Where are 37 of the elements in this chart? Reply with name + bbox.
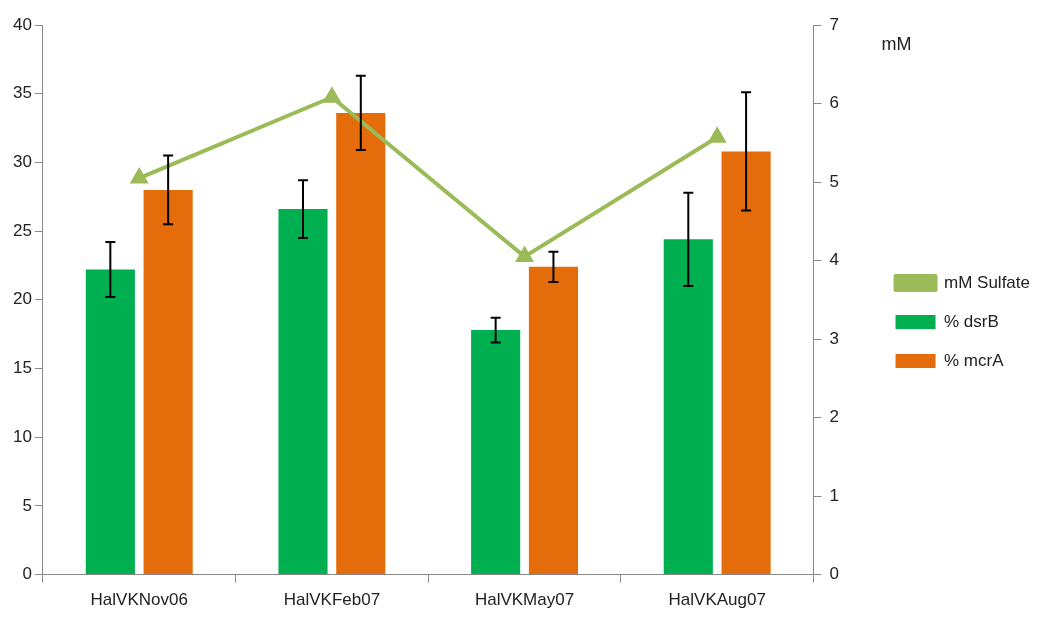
x-tick-label: HalVKFeb07: [283, 590, 381, 610]
y2-tick-label: 2: [829, 407, 839, 427]
y2-tick-label: 1: [829, 485, 839, 505]
bar: [471, 330, 521, 575]
point: [709, 128, 726, 143]
legend-label: mM Sulfate: [944, 272, 1031, 292]
y-tick-label: 10: [12, 426, 32, 446]
point: [323, 88, 340, 103]
y2-tick-label: 3: [829, 328, 839, 348]
y2-tick-label: 6: [829, 93, 839, 113]
point: [515, 245, 534, 263]
y-tick-label: 5: [22, 495, 32, 515]
legend-label: % dsrB: [944, 311, 999, 331]
bar: [528, 266, 579, 575]
point: [131, 169, 148, 184]
bar: [663, 239, 713, 575]
y-tick-label: 0: [22, 564, 32, 584]
x-tick-label: HalVKAug07: [668, 590, 766, 610]
bar: [336, 112, 386, 575]
bar: [721, 151, 771, 575]
y2-tick-label: 4: [829, 250, 839, 270]
y2-tick-label: 0: [829, 564, 839, 584]
y-tick-label: 35: [12, 83, 32, 103]
y2-axis-title: mM: [881, 33, 912, 54]
y2-tick-label: 7: [829, 14, 839, 34]
y-tick-label: 15: [12, 358, 32, 378]
bar: [143, 189, 193, 575]
bar: [85, 269, 135, 575]
y-tick-label: 40: [12, 14, 32, 34]
y2-tick-label: 5: [829, 171, 839, 191]
x-tick-label: HalVKNov06: [90, 590, 188, 610]
y-tick-label: 30: [12, 152, 32, 172]
legend-label: % mcrA: [944, 350, 1005, 370]
y-tick-label: 25: [12, 220, 32, 240]
x-tick-label: HalVKMay07: [474, 590, 575, 610]
y-tick-label: 20: [12, 289, 32, 309]
bar: [278, 209, 328, 575]
